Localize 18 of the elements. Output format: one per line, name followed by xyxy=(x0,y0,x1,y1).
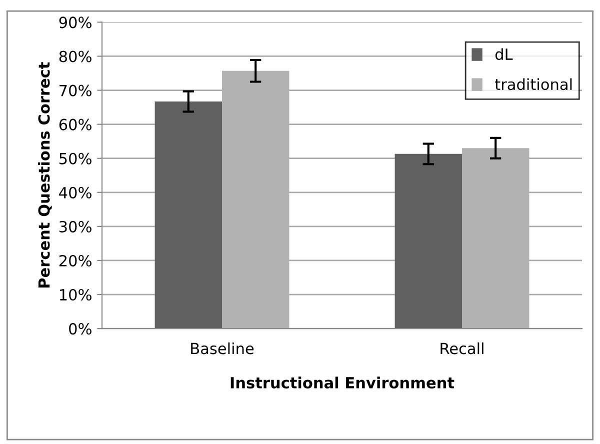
legend-label: dL xyxy=(495,48,513,60)
y-tick-label: 90% xyxy=(59,16,92,28)
y-tick-label: 60% xyxy=(59,118,92,130)
x-tick-label: Baseline xyxy=(191,342,254,354)
bar xyxy=(394,154,462,329)
x-tick-label: Recall xyxy=(440,342,484,354)
y-tick-label: 80% xyxy=(59,50,92,62)
x-axis-title: Instructional Environment xyxy=(230,376,454,389)
y-tick-label: 10% xyxy=(60,288,92,301)
y-axis-title: Percent Questions Correct xyxy=(38,62,52,288)
y-tick-label: 0% xyxy=(69,323,92,335)
y-tick-label: 70% xyxy=(60,84,92,96)
y-tick-label: 40% xyxy=(59,186,92,198)
y-tick-label: 50% xyxy=(60,152,92,164)
bar xyxy=(154,102,222,329)
y-tick-label: 30% xyxy=(59,220,92,232)
legend-label: traditional xyxy=(495,78,572,90)
y-tick-label: 20% xyxy=(59,254,92,266)
